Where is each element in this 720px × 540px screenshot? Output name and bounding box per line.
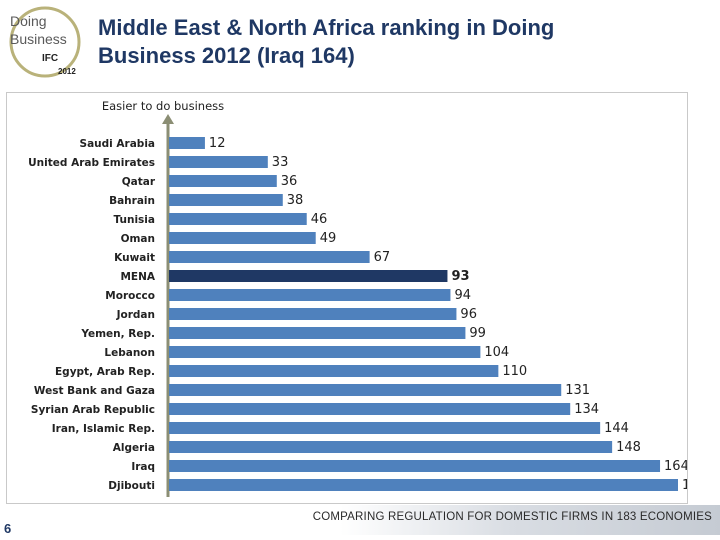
bar	[169, 289, 451, 301]
value-label: 94	[454, 288, 471, 303]
value-label: 104	[484, 345, 509, 360]
value-label: 144	[604, 421, 629, 436]
category-label: Lebanon	[104, 347, 155, 359]
bar	[169, 308, 457, 320]
bar	[169, 365, 499, 377]
annotation-easier-to-do-business: Easier to do business	[102, 99, 224, 113]
value-label: 36	[281, 174, 298, 189]
page-number: 6	[4, 521, 12, 536]
logo-ring	[9, 6, 81, 78]
bar	[169, 441, 613, 453]
bar-highlight	[169, 270, 448, 282]
bar	[169, 156, 268, 168]
bar	[169, 346, 481, 358]
logo-year: 2012	[58, 67, 76, 76]
value-label: 49	[320, 231, 337, 246]
slide-title-line-2: Business 2012 (Iraq 164)	[98, 43, 355, 68]
value-label: 164	[664, 459, 687, 474]
bar	[169, 422, 601, 434]
logo-word-business: Business	[10, 31, 67, 47]
category-label: Tunisia	[114, 214, 156, 226]
logo-org: IFC	[42, 53, 58, 64]
value-label: 170	[682, 478, 687, 493]
footer-text: COMPARING REGULATION FOR DOMESTIC FIRMS …	[312, 511, 712, 523]
bar	[169, 175, 277, 187]
value-label: 33	[272, 155, 289, 170]
value-label: 96	[460, 307, 477, 322]
bar	[169, 403, 571, 415]
bar	[169, 194, 283, 206]
category-label: Saudi Arabia	[80, 138, 155, 150]
category-label: Syrian Arab Republic	[31, 404, 155, 416]
footer-band	[340, 505, 720, 535]
bar	[169, 384, 562, 396]
bar	[169, 137, 205, 149]
category-label: Algeria	[113, 442, 155, 454]
category-label: United Arab Emirates	[28, 157, 155, 169]
category-label: Morocco	[105, 290, 155, 302]
category-label: Qatar	[122, 176, 156, 188]
category-label: Iraq	[131, 461, 155, 473]
category-label: Kuwait	[114, 252, 155, 264]
bar	[169, 251, 370, 263]
value-label: 93	[451, 269, 469, 284]
bar	[169, 327, 466, 339]
category-label: Bahrain	[109, 195, 155, 207]
value-label: 131	[565, 383, 590, 398]
value-label: 134	[574, 402, 599, 417]
value-label: 99	[469, 326, 486, 341]
ranking-bar-chart: Easier to do business Saudi Arabia 12 Unite…	[28, 99, 687, 497]
value-label: 12	[209, 136, 226, 151]
value-label: 148	[616, 440, 641, 455]
category-label: Iran, Islamic Rep.	[52, 423, 155, 435]
category-label: Djibouti	[108, 480, 155, 492]
category-label: MENA	[120, 271, 155, 283]
bar	[169, 232, 316, 244]
logo-word-doing: Doing	[10, 13, 47, 29]
bar	[169, 479, 678, 491]
slide-title: Middle East & North Africa ranking in Do…	[98, 14, 658, 70]
value-label: 46	[311, 212, 328, 227]
category-label: Jordan	[116, 309, 155, 321]
chart-frame: Easier to do business Saudi Arabia 12 Unite…	[6, 92, 688, 504]
value-label: 38	[287, 193, 304, 208]
slide-title-line-1: Middle East & North Africa ranking in Do…	[98, 15, 555, 40]
bar	[169, 460, 661, 472]
category-label: Egypt, Arab Rep.	[55, 366, 155, 378]
doing-business-logo: Doing Business IFC 2012	[9, 6, 81, 78]
category-label: Oman	[121, 233, 155, 245]
category-label: Yemen, Rep.	[80, 328, 155, 340]
value-label: 110	[502, 364, 527, 379]
category-label: West Bank and Gaza	[34, 385, 155, 397]
axis-arrow-head	[162, 114, 174, 124]
value-label: 67	[374, 250, 391, 265]
bar	[169, 213, 307, 225]
